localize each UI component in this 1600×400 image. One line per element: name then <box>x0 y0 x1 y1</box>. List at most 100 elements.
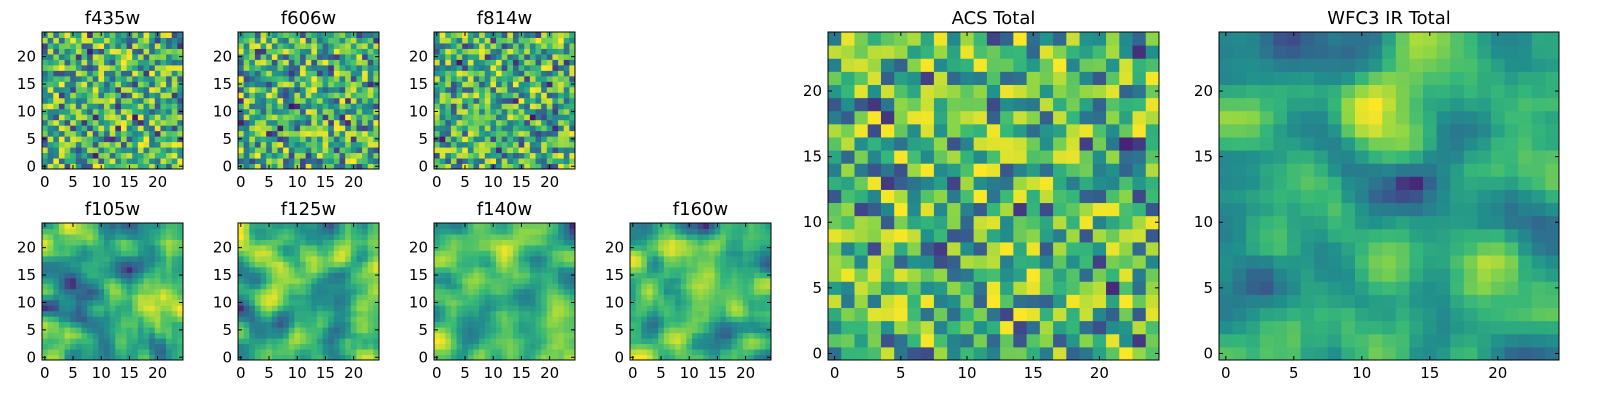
heatmap-cell <box>512 310 520 317</box>
heatmap-cell <box>283 37 290 44</box>
heatmap-cell <box>166 97 173 104</box>
heatmap-cell <box>143 152 150 159</box>
heatmap-cell <box>546 48 553 55</box>
heatmap-cell <box>277 70 284 77</box>
heatmap-cell <box>1053 307 1067 322</box>
heatmap-cell <box>64 261 71 268</box>
heatmap-cell <box>714 228 721 235</box>
heatmap-cell <box>333 305 341 312</box>
heatmap-cell <box>81 261 88 268</box>
heatmap-cell <box>484 349 491 356</box>
heatmap-cell <box>484 108 491 115</box>
heatmap-cell <box>434 266 441 273</box>
heatmap-cell <box>260 338 267 345</box>
heatmap-cell <box>1119 333 1134 348</box>
heatmap-cell <box>563 59 570 66</box>
heatmap-cell <box>725 305 733 312</box>
heatmap-cell <box>305 97 312 104</box>
heatmap-cell <box>907 241 922 256</box>
heatmap-cell <box>828 320 842 335</box>
heatmap-cell <box>87 70 94 77</box>
heatmap-cell <box>260 125 267 132</box>
heatmap-cell <box>87 32 94 38</box>
heatmap-cell <box>512 53 520 60</box>
heatmap-cell <box>558 277 565 284</box>
x-tick-label: 5 <box>264 364 274 382</box>
heatmap-cell <box>126 75 133 82</box>
heatmap-cell <box>541 97 548 104</box>
heatmap-cell <box>439 48 446 55</box>
heatmap-cell <box>680 310 687 317</box>
heatmap-cell <box>920 281 935 295</box>
heatmap-cell <box>243 32 250 38</box>
heatmap-cell <box>669 272 676 279</box>
heatmap-cell <box>439 239 446 246</box>
heatmap-cell <box>524 299 531 306</box>
heatmap-cell <box>243 53 250 60</box>
heatmap-cell <box>288 250 295 257</box>
heatmap-cell <box>490 114 497 121</box>
heatmap-cell <box>104 338 111 345</box>
heatmap-cell <box>708 239 716 246</box>
heatmap-cell <box>467 327 474 334</box>
heatmap-cell <box>109 223 116 229</box>
heatmap-cell <box>546 283 553 290</box>
heatmap-cell <box>518 86 525 93</box>
heatmap-cell <box>316 272 324 279</box>
heatmap-cell <box>1092 215 1107 230</box>
heatmap-cell <box>64 288 71 295</box>
heatmap-cell <box>450 321 458 328</box>
heatmap-cell <box>680 244 687 251</box>
heatmap-cell <box>479 321 486 328</box>
heatmap-cell <box>137 316 145 323</box>
heatmap-cell <box>535 327 542 334</box>
heatmap-cell <box>160 316 167 323</box>
heatmap-cell <box>339 81 346 88</box>
heatmap-cell <box>507 108 514 115</box>
heatmap-cell <box>238 277 245 284</box>
heatmap-cell <box>277 108 284 115</box>
heatmap-cell <box>552 233 559 240</box>
heatmap-cell <box>277 223 284 229</box>
heatmap-cell <box>973 163 988 177</box>
heatmap-cell <box>462 343 469 350</box>
heatmap-cell <box>243 59 250 66</box>
heatmap-cell <box>288 32 295 38</box>
heatmap-cell <box>75 288 82 295</box>
heatmap-cell <box>563 108 570 115</box>
heatmap-cell <box>362 349 369 356</box>
heatmap-cell <box>1039 202 1054 217</box>
heatmap-cell <box>81 299 88 306</box>
heatmap-cell <box>104 163 111 170</box>
heatmap-cell <box>501 147 508 154</box>
heatmap-cell <box>64 250 71 257</box>
heatmap-cell <box>316 349 324 356</box>
heatmap-cell <box>115 86 122 93</box>
x-tick-label: 20 <box>540 364 559 382</box>
heatmap-cell <box>479 141 486 148</box>
heatmap-cell <box>81 70 88 77</box>
heatmap-cell <box>439 86 446 93</box>
heatmap-cell <box>641 310 648 317</box>
heatmap-cell <box>238 86 245 93</box>
heatmap-cell <box>473 141 480 148</box>
heatmap-cell <box>907 163 922 177</box>
heatmap-cell <box>53 75 60 82</box>
heatmap-cell <box>1000 346 1014 361</box>
heatmap-cell <box>58 53 66 60</box>
heatmap-cell <box>75 158 82 165</box>
heatmap-cell <box>249 37 256 44</box>
heatmap-cell <box>87 338 94 345</box>
heatmap-cell <box>149 305 156 312</box>
heatmap-cell <box>541 327 548 334</box>
heatmap-cell <box>254 114 262 121</box>
heatmap-cell <box>518 338 525 345</box>
heatmap-cell <box>373 48 380 55</box>
heatmap-cell <box>462 86 469 93</box>
heatmap-cell <box>294 114 301 121</box>
heatmap-cell <box>663 316 670 323</box>
heatmap-cell <box>53 114 60 121</box>
heatmap-cell <box>635 316 642 323</box>
heatmap-cell <box>149 59 156 66</box>
heatmap-cell <box>507 48 514 55</box>
